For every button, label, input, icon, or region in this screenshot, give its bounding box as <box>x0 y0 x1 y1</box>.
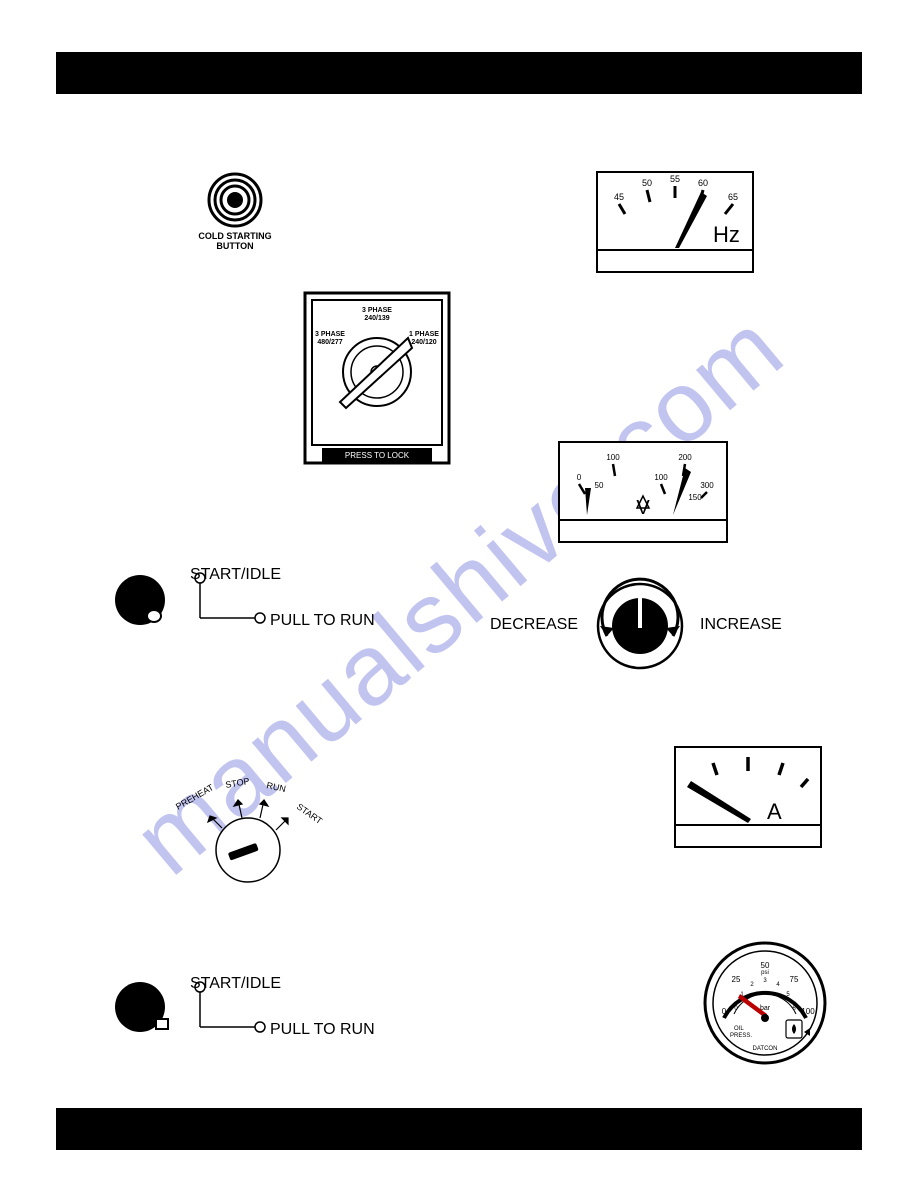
cold-start-label: COLD STARTING BUTTON <box>190 232 280 252</box>
svg-text:1 PHASE: 1 PHASE <box>409 331 439 338</box>
volt-gauge: 0 50 100 100 300 200 150 V <box>557 440 729 550</box>
start-idle-2-top: START/IDLE <box>190 975 281 993</box>
svg-text:480/277: 480/277 <box>317 339 342 346</box>
svg-text:100: 100 <box>606 453 620 462</box>
svg-text:240/120: 240/120 <box>411 339 436 346</box>
ignition-switch[interactable]: PREHEAT STOP RUN START <box>148 770 328 905</box>
page: manualshive.com COLD STARTING BUTTON 45 … <box>0 0 918 1188</box>
svg-text:START: START <box>295 801 325 826</box>
knob-icon-2 <box>110 981 170 1036</box>
svg-text:50: 50 <box>595 481 604 490</box>
svg-text:DATCON: DATCON <box>753 1046 778 1052</box>
svg-text:240/139: 240/139 <box>364 315 389 322</box>
voltage-selector-icon: 3 PHASE 240/139 3 PHASE 480/277 1 PHASE … <box>302 290 452 470</box>
hz-tick-65: 65 <box>728 192 738 202</box>
header-bar <box>56 52 862 94</box>
hz-tick-60: 60 <box>698 178 708 188</box>
svg-text:PRESS.: PRESS. <box>730 1033 752 1039</box>
svg-text:50: 50 <box>761 961 770 970</box>
svg-text:psi: psi <box>761 970 769 976</box>
footer-bar <box>56 1108 862 1150</box>
rotary-icon <box>590 576 690 676</box>
svg-text:200: 200 <box>678 453 692 462</box>
svg-text:A: A <box>767 799 782 824</box>
svg-text:PREHEAT: PREHEAT <box>174 782 216 812</box>
hz-tick-50: 50 <box>642 178 652 188</box>
start-idle-2-bottom: PULL TO RUN <box>270 1021 375 1039</box>
svg-text:100: 100 <box>801 1007 815 1016</box>
svg-text:OIL: OIL <box>734 1026 744 1032</box>
svg-text:75: 75 <box>790 975 799 984</box>
rotary-increase-label: INCREASE <box>700 616 782 634</box>
svg-text:STOP: STOP <box>225 776 251 790</box>
hz-unit: Hz <box>713 222 740 247</box>
cold-start-text-2: BUTTON <box>216 241 253 251</box>
svg-text:150: 150 <box>688 493 702 502</box>
start-idle-knob-2[interactable] <box>110 981 170 1041</box>
svg-text:3 PHASE: 3 PHASE <box>362 307 392 314</box>
oil-pressure-gauge: 0 25 50 75 100 0 1 2 3 4 5 6 psi bar OIL… <box>700 938 830 1073</box>
start-idle-1-top: START/IDLE <box>190 566 281 584</box>
cold-start-text-1: COLD STARTING <box>198 231 271 241</box>
svg-text:PRESS TO LOCK: PRESS TO LOCK <box>345 451 410 460</box>
ammeter: A <box>673 745 823 855</box>
knob-icon <box>110 572 170 627</box>
svg-text:100: 100 <box>654 473 668 482</box>
svg-text:300: 300 <box>700 481 714 490</box>
hz-tick-55: 55 <box>670 174 680 184</box>
ignition-icon: PREHEAT STOP RUN START <box>148 770 328 900</box>
hz-gauge: 45 50 55 60 65 Hz <box>595 170 755 280</box>
hz-tick-45: 45 <box>614 192 624 202</box>
svg-text:RUN: RUN <box>266 780 287 794</box>
voltage-selector[interactable]: 3 PHASE 240/139 3 PHASE 480/277 1 PHASE … <box>302 290 452 475</box>
rotary-decrease-label: DECREASE <box>490 616 578 634</box>
start-idle-1-bottom: PULL TO RUN <box>270 612 375 630</box>
start-idle-knob-1[interactable] <box>110 572 170 632</box>
svg-text:0: 0 <box>722 1007 727 1016</box>
svg-text:0: 0 <box>577 473 582 482</box>
cold-start-icon <box>200 170 270 240</box>
rotary-knob[interactable] <box>590 576 690 681</box>
svg-text:25: 25 <box>732 975 741 984</box>
svg-text:3 PHASE: 3 PHASE <box>315 331 345 338</box>
